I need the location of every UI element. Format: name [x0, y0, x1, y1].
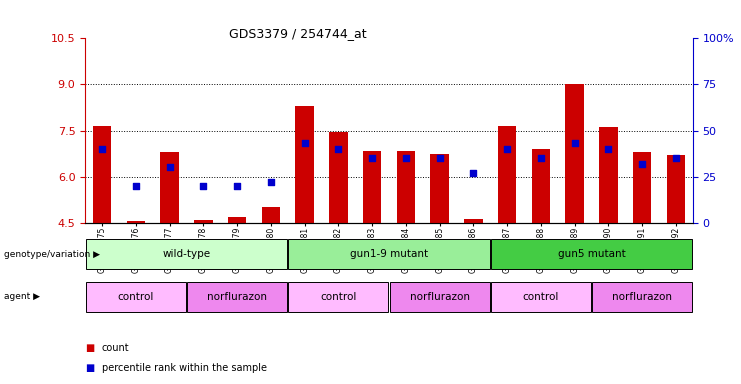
Point [501, 146, 513, 152]
Bar [86, 239, 287, 270]
Bar [592, 281, 692, 312]
Text: ■: ■ [85, 343, 94, 353]
Bar [227, 217, 247, 223]
Point [602, 146, 614, 152]
Text: control: control [118, 291, 154, 302]
Bar [633, 152, 651, 223]
Point [231, 183, 243, 189]
Text: genotype/variation ▶: genotype/variation ▶ [4, 250, 100, 259]
Bar [262, 207, 280, 223]
Point [333, 146, 345, 152]
Bar [531, 149, 551, 223]
Text: ■: ■ [85, 363, 94, 373]
Point [433, 155, 445, 161]
Bar [86, 281, 186, 312]
Text: norflurazon: norflurazon [612, 291, 672, 302]
Bar [491, 281, 591, 312]
Bar [565, 84, 584, 223]
Bar [431, 154, 449, 223]
Text: norflurazon: norflurazon [207, 291, 267, 302]
Point [96, 146, 108, 152]
Point [468, 170, 479, 176]
Bar [194, 220, 213, 223]
Bar [127, 221, 145, 223]
Text: percentile rank within the sample: percentile rank within the sample [102, 363, 267, 373]
Point [130, 183, 142, 189]
Bar [390, 281, 490, 312]
Bar [93, 126, 111, 223]
Text: wild-type: wild-type [162, 249, 210, 260]
Bar [599, 127, 618, 223]
Point [637, 161, 648, 167]
Bar [498, 126, 516, 223]
Bar [160, 152, 179, 223]
Point [197, 183, 209, 189]
Bar [491, 239, 692, 270]
Point [299, 141, 310, 147]
Text: GDS3379 / 254744_at: GDS3379 / 254744_at [229, 27, 367, 40]
Text: count: count [102, 343, 129, 353]
Text: gun1-9 mutant: gun1-9 mutant [350, 249, 428, 260]
Text: norflurazon: norflurazon [410, 291, 470, 302]
Text: control: control [320, 291, 356, 302]
Bar [464, 219, 482, 223]
Bar [396, 151, 415, 223]
Point [569, 141, 581, 147]
Bar [288, 281, 388, 312]
Point [265, 179, 277, 185]
Point [366, 155, 378, 161]
Bar [187, 281, 287, 312]
Point [164, 164, 176, 170]
Point [400, 155, 412, 161]
Point [670, 155, 682, 161]
Bar [296, 106, 314, 223]
Text: gun5 mutant: gun5 mutant [558, 249, 625, 260]
Bar [329, 132, 348, 223]
Bar [667, 155, 685, 223]
Bar [288, 239, 490, 270]
Bar [363, 151, 382, 223]
Text: agent ▶: agent ▶ [4, 292, 40, 301]
Point [535, 155, 547, 161]
Text: control: control [522, 291, 559, 302]
